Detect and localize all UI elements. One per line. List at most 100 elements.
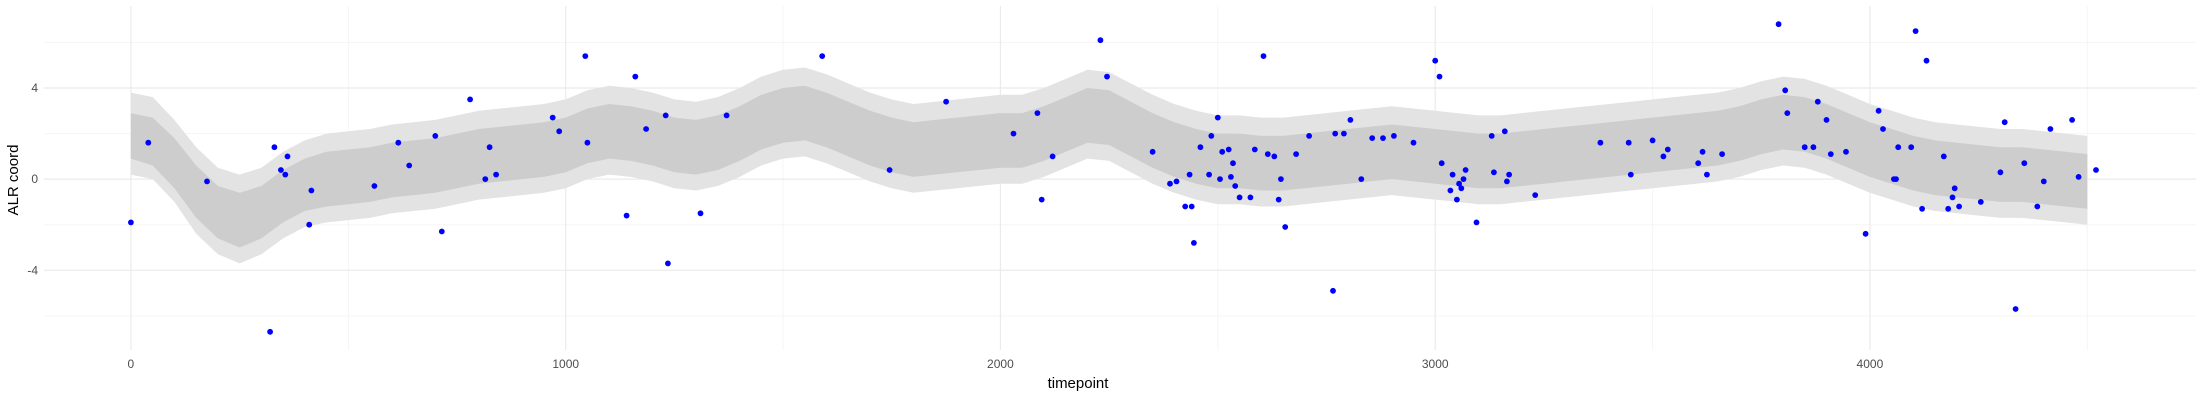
data-point (1862, 230, 1869, 237)
data-point (2075, 174, 2082, 180)
data-point (438, 228, 445, 235)
data-point (1232, 183, 1239, 189)
data-point (1462, 167, 1469, 173)
data-point (1149, 148, 1156, 155)
data-point (1206, 171, 1212, 178)
data-point (1191, 240, 1197, 246)
data-point (2001, 119, 2008, 126)
data-point (1214, 114, 1221, 121)
data-point (1332, 130, 1339, 137)
data-point (406, 162, 413, 169)
data-point (886, 167, 893, 173)
data-point (1488, 133, 1495, 139)
data-point (1173, 178, 1180, 185)
data-point (1010, 130, 1017, 137)
x-axis-title: timepoint (1048, 375, 1110, 392)
data-point (486, 144, 493, 151)
data-point (943, 98, 949, 105)
data-point (1306, 133, 1312, 139)
data-point (1097, 37, 1104, 44)
data-point (665, 260, 671, 267)
data-point (1880, 126, 1886, 132)
data-point (467, 96, 473, 103)
data-point (1225, 146, 1232, 153)
data-point (2012, 306, 2019, 312)
data-point (271, 144, 278, 151)
data-point (1219, 148, 1226, 155)
data-point (584, 139, 591, 146)
data-point (697, 210, 704, 217)
data-point (1810, 144, 1817, 151)
data-point (1843, 148, 1849, 155)
data-point (1814, 98, 1821, 105)
data-point (2069, 117, 2076, 123)
data-point (127, 219, 134, 226)
data-point (1997, 169, 2004, 176)
data-point (1049, 153, 1056, 160)
data-point (1217, 176, 1223, 183)
data-point (1456, 180, 1462, 187)
data-point (482, 176, 489, 183)
data-point (1330, 287, 1336, 294)
data-point (643, 126, 649, 132)
data-point (623, 212, 630, 219)
x-tick-label: 3000 (1422, 357, 1449, 371)
x-axis-ticks: 0 1000 2000 3000 4000 (128, 357, 1884, 371)
data-point (1358, 176, 1365, 183)
data-point (1719, 151, 1725, 158)
data-point (1197, 144, 1204, 151)
data-point (1699, 148, 1706, 155)
data-point (1908, 144, 1915, 151)
data-point (1447, 187, 1454, 194)
data-point (1410, 139, 1417, 146)
y-tick-label: -4 (27, 263, 38, 277)
data-point (556, 128, 563, 135)
data-point (1506, 171, 1512, 178)
y-axis-title: ALR coord (5, 145, 22, 216)
data-point (1625, 139, 1632, 146)
data-point (1186, 171, 1193, 178)
data-point (1695, 160, 1702, 167)
data-point (204, 178, 210, 185)
data-point (1660, 153, 1667, 160)
data-point (1504, 178, 1510, 185)
y-axis-ticks: -4 0 4 (27, 81, 38, 277)
data-point (1188, 203, 1195, 210)
data-point (1275, 196, 1282, 203)
data-point (1228, 174, 1234, 180)
data-point (1236, 194, 1243, 201)
data-point (1251, 146, 1258, 153)
data-point (632, 73, 639, 80)
data-point (1945, 205, 1952, 212)
data-point (1208, 133, 1215, 139)
data-point (1940, 153, 1947, 160)
data-point (2040, 178, 2047, 185)
data-point (2093, 167, 2099, 173)
y-tick-label: 0 (31, 172, 38, 186)
data-point (1919, 205, 1925, 212)
data-point (1458, 185, 1465, 192)
data-point (1182, 203, 1189, 210)
data-point (1895, 144, 1902, 151)
data-point (1264, 151, 1271, 158)
data-point (308, 187, 315, 194)
data-point (1775, 21, 1782, 28)
data-point (1282, 224, 1289, 230)
data-point (1167, 180, 1173, 187)
data-point (1038, 196, 1045, 203)
data-point (582, 53, 589, 59)
data-point (145, 139, 152, 146)
data-point (371, 183, 378, 189)
inner-band (130, 85, 2088, 248)
data-point (819, 53, 826, 59)
data-point (1473, 219, 1480, 226)
data-point (1271, 153, 1278, 160)
data-point (284, 153, 291, 160)
data-point (2021, 160, 2028, 167)
data-point (1532, 192, 1539, 199)
data-point (1491, 169, 1497, 176)
data-point (723, 112, 730, 119)
data-point (1649, 137, 1656, 144)
data-point (1704, 171, 1710, 178)
